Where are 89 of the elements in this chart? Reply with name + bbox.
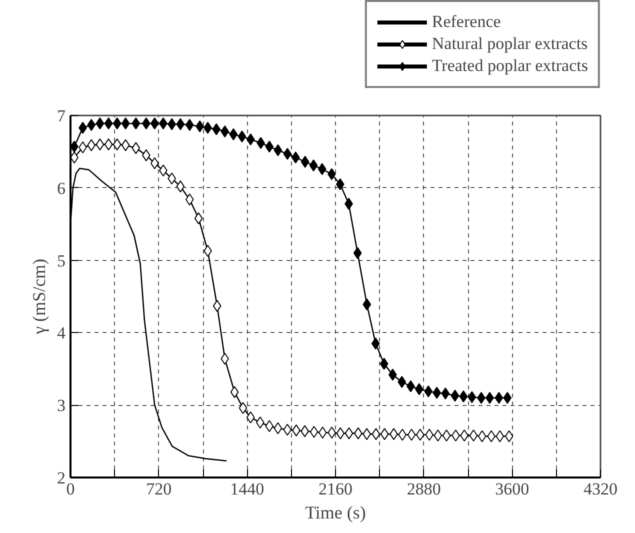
point — [176, 118, 185, 130]
y-axis-title: γ (mS/cm) — [29, 258, 49, 336]
x-axis-title: Time (s) — [305, 502, 366, 522]
point — [265, 140, 274, 153]
point — [450, 390, 460, 402]
point — [336, 427, 345, 440]
point — [238, 402, 248, 414]
point — [336, 178, 344, 190]
point — [372, 428, 380, 440]
point — [371, 338, 380, 350]
point — [300, 156, 310, 168]
point — [309, 159, 318, 172]
point — [441, 388, 450, 400]
point — [168, 172, 176, 184]
point — [96, 117, 104, 130]
point — [104, 117, 113, 130]
point — [283, 424, 292, 436]
point — [246, 133, 255, 146]
legend-label: Reference — [432, 12, 501, 32]
y-tick-label: 7 — [57, 106, 66, 126]
point — [229, 128, 238, 140]
point — [87, 118, 96, 131]
point — [176, 180, 185, 192]
point — [132, 142, 140, 154]
y-tick-label: 4 — [57, 324, 66, 343]
point — [432, 386, 442, 399]
point — [212, 123, 221, 136]
x-tick-label: 2160 — [318, 480, 352, 498]
point — [150, 117, 159, 130]
x-tick-label: 1440 — [230, 480, 264, 498]
point — [220, 352, 230, 365]
point — [185, 118, 194, 131]
point — [469, 430, 478, 442]
point — [459, 390, 468, 402]
point — [283, 148, 292, 160]
point — [407, 428, 416, 441]
legend-label: Natural poplar extracts — [432, 34, 588, 54]
point — [310, 426, 318, 438]
point — [246, 411, 255, 424]
point — [212, 300, 222, 312]
legend-label: Treated poplar extracts — [432, 56, 588, 76]
point — [380, 358, 388, 370]
y-tick-label: 5 — [57, 251, 66, 270]
point — [265, 420, 274, 432]
point — [344, 427, 354, 440]
y-tick-label: 3 — [57, 396, 66, 416]
point — [468, 391, 476, 404]
point — [185, 193, 194, 206]
point — [398, 376, 406, 388]
point — [274, 144, 282, 156]
point — [238, 130, 246, 142]
point — [504, 430, 514, 442]
point — [442, 430, 451, 442]
point — [434, 430, 442, 442]
y-tick-label: 2 — [57, 468, 66, 488]
point — [112, 138, 122, 150]
x-tick-label: 2880 — [406, 480, 441, 498]
x-tick-label: 4320 — [584, 480, 618, 498]
point — [318, 163, 326, 176]
point — [121, 117, 130, 130]
x-tick-label: 3600 — [495, 480, 530, 498]
point — [318, 426, 327, 439]
point — [104, 138, 113, 150]
point — [87, 139, 96, 152]
x-tick-label: 0 — [66, 480, 75, 498]
point — [274, 422, 282, 434]
point — [132, 117, 140, 130]
point — [398, 428, 407, 441]
point — [503, 392, 512, 404]
point — [425, 428, 434, 441]
point — [380, 428, 389, 440]
point — [194, 212, 203, 224]
point — [362, 298, 372, 310]
point — [220, 125, 230, 138]
y-tick-label: 6 — [57, 178, 66, 198]
point — [496, 430, 504, 442]
point — [353, 247, 362, 260]
x-tick-label: 720 — [146, 480, 172, 498]
point — [494, 392, 504, 404]
point — [96, 138, 104, 150]
point — [416, 428, 424, 441]
point — [424, 385, 433, 398]
point — [230, 386, 239, 398]
point — [150, 157, 159, 170]
point — [478, 430, 486, 442]
point — [112, 117, 122, 130]
point — [121, 139, 130, 152]
point — [168, 118, 176, 130]
point — [291, 151, 300, 164]
